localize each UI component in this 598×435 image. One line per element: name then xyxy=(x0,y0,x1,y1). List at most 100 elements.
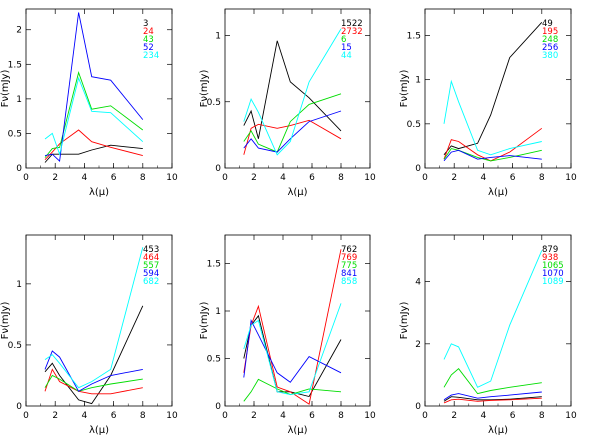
series-line-775 xyxy=(243,378,342,402)
x-tick-label: 10 xyxy=(166,173,178,183)
series-line-380 xyxy=(443,79,542,156)
legend-entry-594: 594 xyxy=(143,269,159,279)
x-axis-label: λ(μ) xyxy=(89,425,109,435)
legend-entry-44: 44 xyxy=(341,51,352,61)
legend-entry-1522: 1522 xyxy=(341,19,363,29)
y-tick-label-zero: 0 xyxy=(16,402,22,412)
legend-entry-1089: 1089 xyxy=(542,277,564,287)
series-line-234 xyxy=(44,76,144,156)
y-tick-label: 0.5 xyxy=(407,120,421,130)
y-tick-label: 2 xyxy=(16,26,22,36)
y-axis-label: Fν(mJy) xyxy=(0,70,11,108)
legend-entry-938: 938 xyxy=(542,253,558,263)
x-tick-label: 4 xyxy=(280,411,286,421)
y-axis-label: Fν(mJy) xyxy=(399,302,410,340)
y-tick-label: 0.5 xyxy=(207,355,221,365)
series-line-49 xyxy=(443,21,543,156)
y-tick-label: 1 xyxy=(215,307,221,317)
x-tick-label: 4 xyxy=(481,411,487,421)
series-line-195 xyxy=(443,127,543,162)
x-tick-label: 10 xyxy=(364,173,376,183)
series-line-44 xyxy=(243,28,342,156)
y-tick-label: 1 xyxy=(16,95,22,105)
legend-entry-858: 858 xyxy=(341,277,357,287)
legend-entry-195: 195 xyxy=(542,27,558,37)
series-line-52 xyxy=(44,12,144,163)
y-tick-label: 0.5 xyxy=(8,341,22,351)
legend-entry-15: 15 xyxy=(341,43,352,53)
series-line-762 xyxy=(243,314,342,398)
x-tick-label: 8 xyxy=(539,411,545,421)
legend-entry-52: 52 xyxy=(143,43,154,53)
y-tick-label-zero: 0 xyxy=(16,164,22,174)
x-tick-label: 6 xyxy=(309,411,315,421)
legend-entry-256: 256 xyxy=(542,43,558,53)
series-line-453 xyxy=(44,305,144,405)
legend-entry-762: 762 xyxy=(341,245,357,255)
x-tick-label: 0 xyxy=(422,173,428,183)
series-line-1522 xyxy=(243,40,342,139)
x-tick-label: 8 xyxy=(338,173,344,183)
legend-entry-879: 879 xyxy=(542,245,558,255)
legend-entry-3: 3 xyxy=(143,19,148,29)
legend-entry-49: 49 xyxy=(542,19,553,29)
legend-entry-1065: 1065 xyxy=(542,261,564,271)
x-axis-label: λ(μ) xyxy=(488,187,508,198)
x-tick-label: 10 xyxy=(364,411,376,421)
x-tick-label: 10 xyxy=(166,411,178,421)
y-axis-label: Fν(mJy) xyxy=(199,70,210,108)
series-line-2732 xyxy=(243,119,342,155)
y-tick-label: 2 xyxy=(415,340,421,350)
series-line-24 xyxy=(44,129,143,161)
x-tick-label: 6 xyxy=(510,411,516,421)
legend-entry-453: 453 xyxy=(143,245,159,255)
series-line-858 xyxy=(243,303,342,396)
legend-entry-6: 6 xyxy=(341,35,346,45)
x-tick-label: 8 xyxy=(140,411,146,421)
y-tick-label: 1 xyxy=(415,76,421,86)
series-line-841 xyxy=(243,318,342,383)
y-axis-label: Fν(mJy) xyxy=(0,302,11,340)
y-tick-label: 1 xyxy=(16,280,22,290)
legend-entry-2732: 2732 xyxy=(341,27,363,37)
x-tick-label: 0 xyxy=(23,411,29,421)
legend-entry-1070: 1070 xyxy=(542,269,564,279)
series-line-1065 xyxy=(443,368,542,395)
y-tick-label-zero: 0 xyxy=(215,402,221,412)
x-tick-label: 8 xyxy=(338,411,344,421)
y-tick-label: 1.5 xyxy=(407,32,421,42)
y-tick-label: 0.5 xyxy=(8,129,22,139)
series-line-248 xyxy=(443,148,542,162)
y-tick-label-zero: 0 xyxy=(415,402,421,412)
x-tick-label: 0 xyxy=(222,173,228,183)
x-tick-label: 6 xyxy=(111,411,117,421)
x-tick-label: 4 xyxy=(280,173,286,183)
series-line-879 xyxy=(443,396,542,402)
x-tick-label: 2 xyxy=(251,173,257,183)
series-line-1070 xyxy=(443,391,542,401)
series-line-682 xyxy=(44,247,144,389)
x-tick-label: 2 xyxy=(251,411,257,421)
y-tick-label: 1.5 xyxy=(8,60,22,70)
x-tick-label: 6 xyxy=(510,173,516,183)
x-tick-label: 8 xyxy=(140,173,146,183)
y-tick-label-zero: 0 xyxy=(215,164,221,174)
x-tick-label: 0 xyxy=(222,411,228,421)
x-axis-label: λ(μ) xyxy=(89,187,109,198)
x-tick-label: 6 xyxy=(111,173,117,183)
y-tick-label-zero: 0 xyxy=(415,164,421,174)
legend-entry-43: 43 xyxy=(143,35,154,45)
legend-entry-234: 234 xyxy=(143,51,159,61)
legend-entry-464: 464 xyxy=(143,253,159,263)
y-tick-label: 1 xyxy=(215,32,221,42)
series-line-1089 xyxy=(443,250,543,388)
legend-entry-24: 24 xyxy=(143,27,154,37)
x-axis-label: λ(μ) xyxy=(287,187,307,198)
series-line-938 xyxy=(443,397,542,404)
x-tick-label: 0 xyxy=(23,173,29,183)
chart-panel-5: 0 2 4 6 8 10 0 0.5 1 1.5 λ(μ) Fν(mJy) 76276977584185… xyxy=(199,234,376,435)
x-tick-label: 10 xyxy=(565,173,577,183)
x-tick-label: 4 xyxy=(82,173,88,183)
